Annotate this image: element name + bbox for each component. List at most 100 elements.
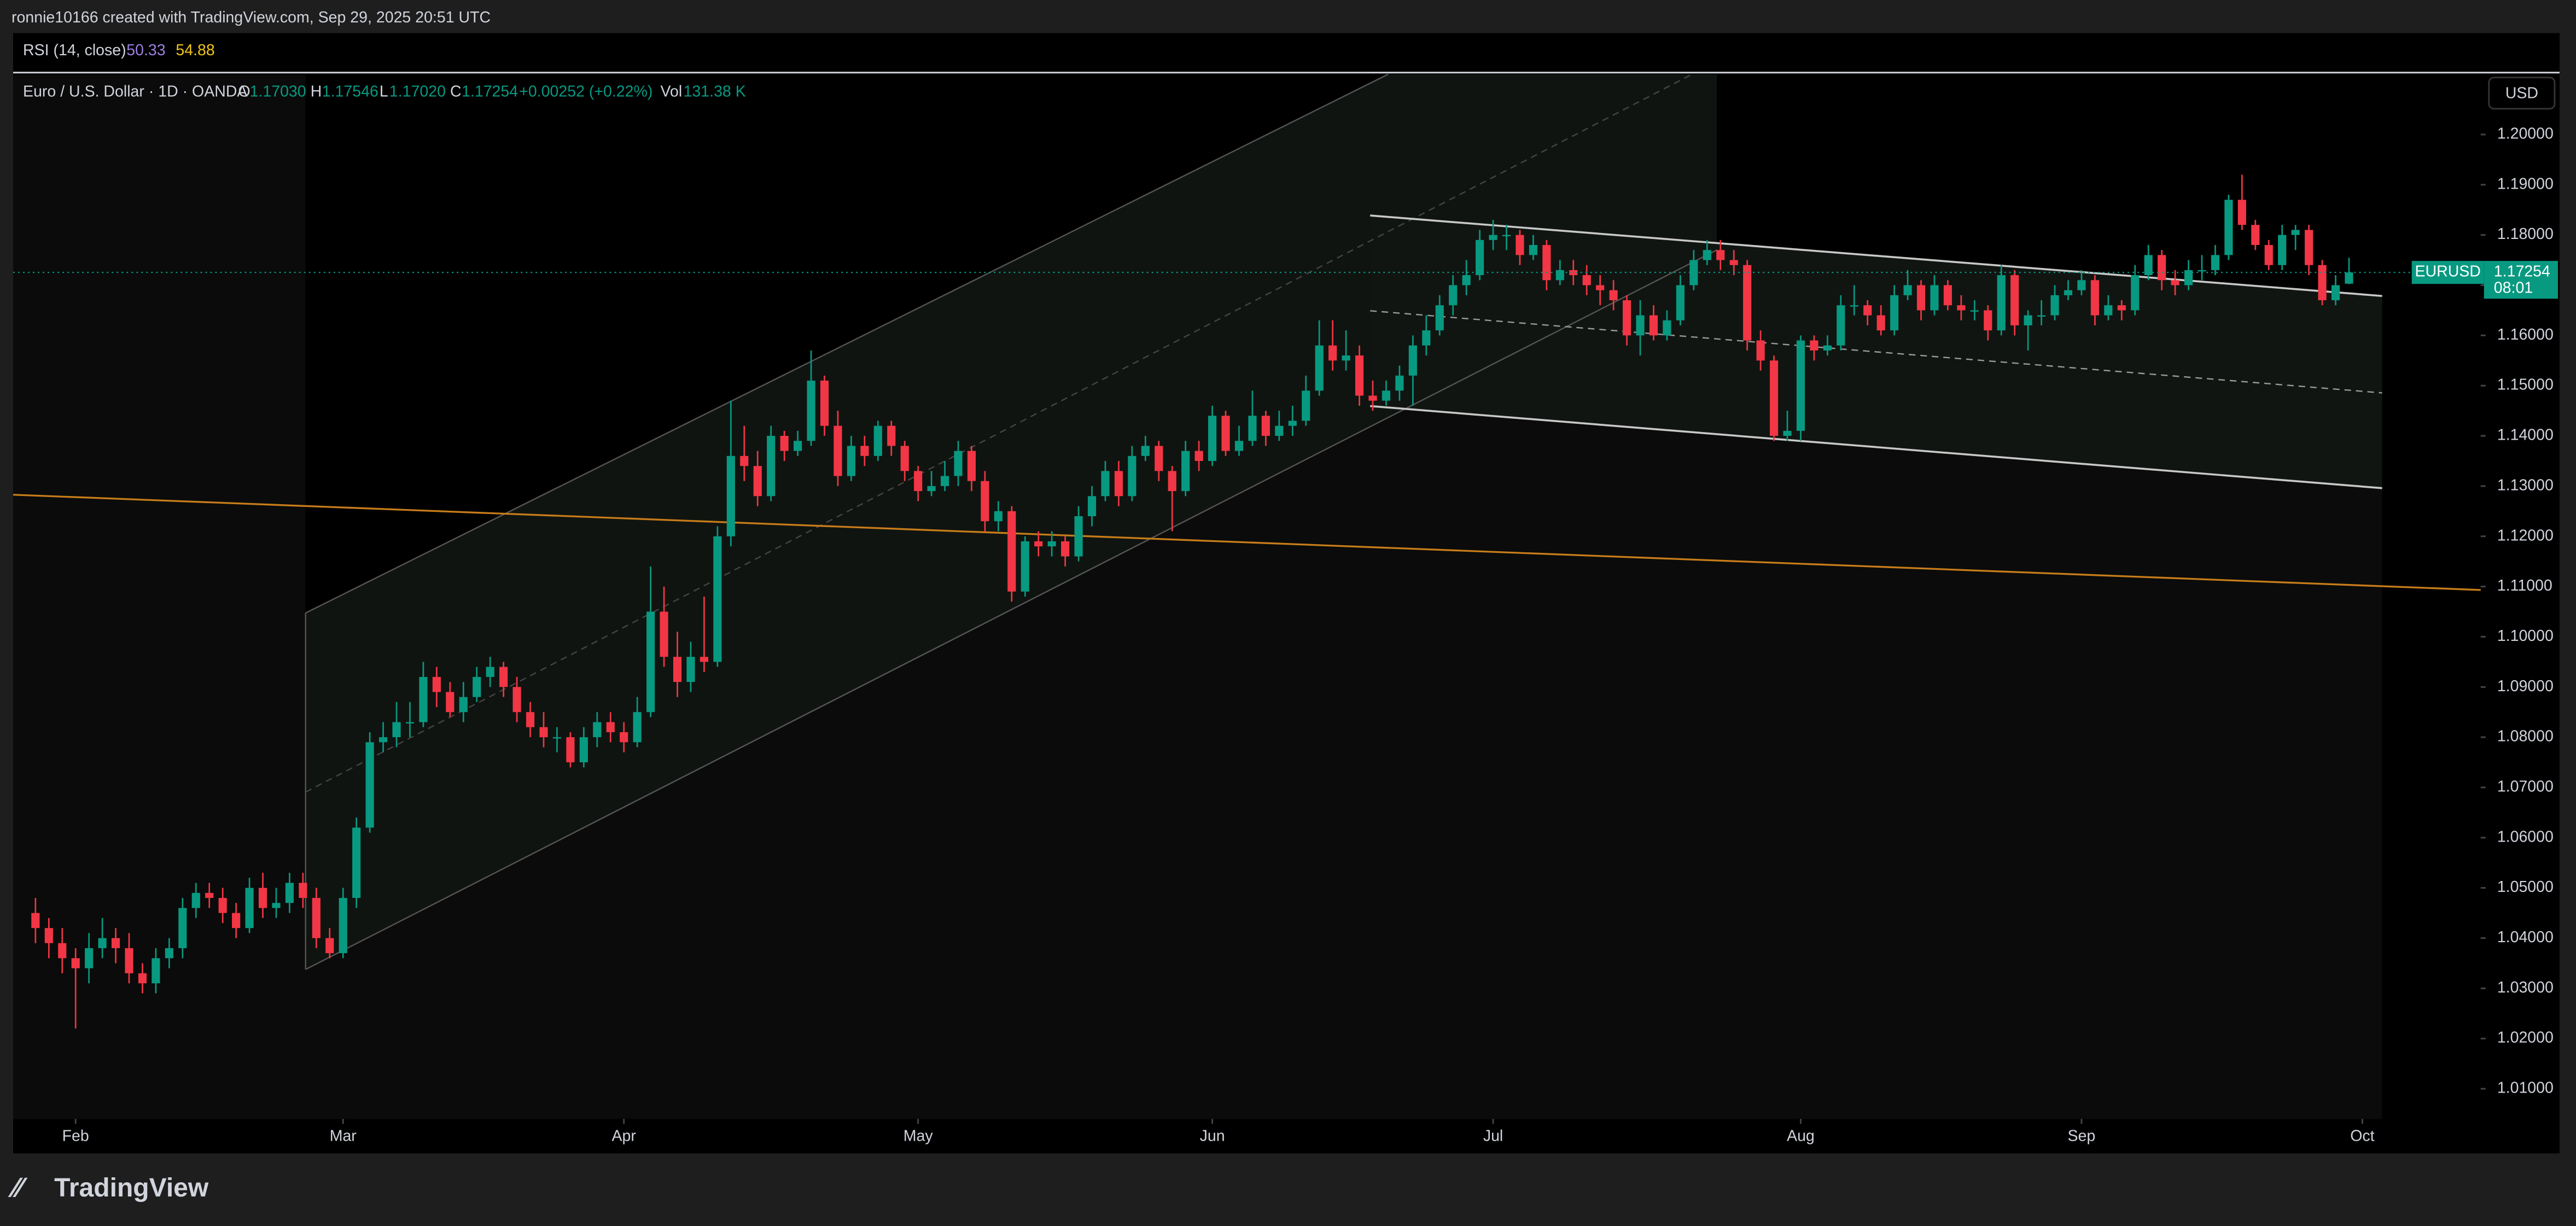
- candle-body: [111, 938, 120, 948]
- candle-body: [981, 481, 989, 522]
- candle-body: [405, 722, 415, 723]
- candle-body: [2131, 275, 2140, 311]
- candle-body: [1074, 516, 1083, 557]
- rising-channel-mid: [305, 73, 1693, 793]
- x-tick-label: Apr: [612, 1128, 637, 1145]
- candle-body: [165, 948, 173, 959]
- candle-body: [1502, 235, 1511, 237]
- candle-body: [1047, 541, 1056, 547]
- candle-body: [1916, 285, 1926, 311]
- candle-body: [713, 536, 722, 662]
- candle-body: [1810, 340, 1819, 351]
- candle-body: [205, 892, 214, 898]
- y-tick-label: 1.06000: [2497, 828, 2554, 845]
- candle-body: [1489, 235, 1497, 240]
- candle-body: [1368, 395, 1377, 401]
- candle-body: [1850, 305, 1858, 307]
- candle-body: [794, 441, 802, 451]
- candle-body: [1957, 305, 1966, 311]
- candle-body: [1302, 390, 1310, 421]
- ohlc-value: 1.17020: [389, 83, 446, 100]
- currency-button[interactable]: [2488, 77, 2556, 110]
- candle-body: [1288, 421, 1297, 426]
- x-tick-label: Jun: [1200, 1128, 1225, 1145]
- candle-body: [1194, 451, 1203, 461]
- candle-body: [1462, 275, 1471, 285]
- candle-body: [2104, 305, 2113, 316]
- candle-body: [2331, 285, 2340, 301]
- rising-channel-lower: [305, 249, 1717, 970]
- candle-body: [138, 973, 147, 984]
- candle-body: [2010, 275, 2019, 325]
- candle-body: [1087, 496, 1097, 517]
- y-tick-label: 1.18000: [2497, 225, 2554, 243]
- y-tick-label: 1.03000: [2497, 979, 2554, 996]
- candle-body: [432, 676, 441, 692]
- ohlc-label: O: [238, 83, 250, 100]
- symbol: Euro / U.S. Dollar · 1D · OANDA: [23, 83, 247, 100]
- x-tick-label: May: [904, 1128, 934, 1145]
- y-tick-label: 1.01000: [2497, 1079, 2554, 1097]
- candle-body: [2144, 255, 2153, 276]
- x-tick-label: Jul: [1483, 1128, 1503, 1145]
- candle-body: [151, 958, 160, 984]
- candle-body: [2198, 270, 2206, 272]
- candle-body: [1422, 330, 1431, 346]
- candle-body: [473, 676, 481, 697]
- candle-body: [1529, 245, 1537, 255]
- candle-body: [1663, 320, 1671, 336]
- candle-body: [1876, 315, 1885, 331]
- candle-body: [1970, 310, 1979, 312]
- candles: 1.01000 1.02000 1.03000 1.04000 1.05000 1.060…: [13, 125, 2558, 1145]
- candle-body: [512, 687, 521, 713]
- brand: TradingView: [54, 1173, 209, 1202]
- candle-body: [85, 948, 94, 968]
- candle-body: [847, 446, 855, 476]
- candle-body: [459, 697, 468, 713]
- rsi-label: RSI (14, close): [23, 42, 126, 59]
- candle-body: [191, 892, 200, 908]
- candle-body: [2264, 245, 2273, 265]
- candle-body: [2251, 225, 2260, 246]
- candle-body: [1676, 285, 1685, 320]
- y-tick-label: 1.11000: [2497, 577, 2552, 594]
- candle-body: [900, 446, 909, 471]
- candle-body: [2304, 230, 2313, 265]
- candle-body: [1609, 290, 1618, 301]
- candle-body: [1783, 430, 1792, 436]
- candle-body: [834, 425, 842, 476]
- candle-body: [1756, 340, 1765, 361]
- ohlc-label: H: [311, 83, 322, 100]
- candle-body: [325, 938, 334, 954]
- candle-body: [446, 692, 454, 713]
- candle-body: [352, 827, 361, 898]
- candle-body: [1729, 260, 1738, 265]
- ticker-tag: [2411, 261, 2484, 284]
- candle-body: [1930, 285, 1939, 311]
- candle-body: [2237, 200, 2246, 225]
- y-tick-label: 1.09000: [2497, 678, 2554, 695]
- candle-body: [1061, 541, 1070, 557]
- candle-body: [2090, 280, 2099, 316]
- currency[interactable]: USD: [2505, 84, 2538, 102]
- candle-body: [258, 888, 267, 908]
- candle-body: [1689, 260, 1698, 285]
- candle-body: [31, 913, 40, 929]
- ticker-tag-label: EURUSD: [2415, 263, 2480, 281]
- candle-body: [299, 883, 307, 898]
- upper-dark-region: [13, 74, 1717, 614]
- x-tick-label: Sep: [2068, 1128, 2096, 1145]
- candle-body: [1408, 345, 1417, 376]
- candle-body: [1128, 456, 1137, 497]
- candle-body: [1476, 240, 1484, 276]
- candle-body: [1155, 446, 1163, 471]
- candle-body: [365, 742, 374, 828]
- ohlc-label: C: [450, 83, 462, 100]
- candle-body: [1943, 285, 1952, 306]
- price-tag-value: 1.17254: [2494, 263, 2550, 281]
- candle-body: [914, 471, 923, 492]
- candle-body: [2318, 265, 2327, 301]
- candle-body: [1582, 275, 1591, 285]
- y-tick-label: 1.14000: [2497, 427, 2554, 444]
- candle-body: [1449, 285, 1458, 306]
